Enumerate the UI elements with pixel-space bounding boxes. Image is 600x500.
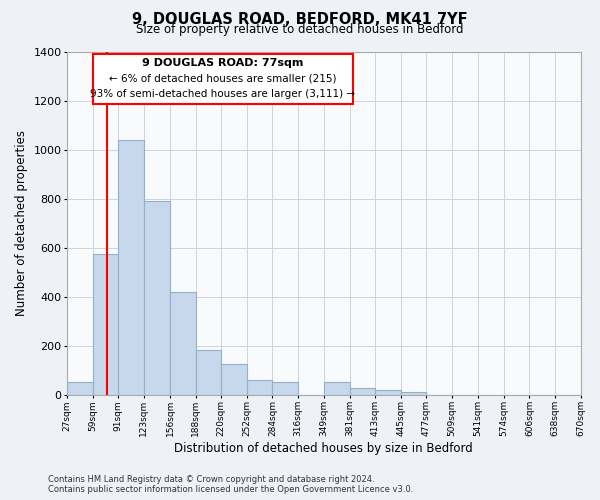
Bar: [144, 201, 170, 394]
Bar: [196, 350, 221, 395]
Bar: [350, 388, 376, 394]
Bar: [93, 254, 118, 394]
Text: ← 6% of detached houses are smaller (215): ← 6% of detached houses are smaller (215…: [109, 73, 337, 83]
Text: 9, DOUGLAS ROAD, BEDFORD, MK41 7YF: 9, DOUGLAS ROAD, BEDFORD, MK41 7YF: [132, 12, 468, 28]
Bar: [376, 390, 401, 394]
Text: 93% of semi-detached houses are larger (3,111) →: 93% of semi-detached houses are larger (…: [91, 89, 355, 99]
FancyBboxPatch shape: [93, 54, 353, 104]
Bar: [272, 382, 298, 394]
Bar: [221, 364, 247, 394]
X-axis label: Distribution of detached houses by size in Bedford: Distribution of detached houses by size …: [175, 442, 473, 455]
Text: Size of property relative to detached houses in Bedford: Size of property relative to detached ho…: [136, 22, 464, 36]
Text: Contains HM Land Registry data © Crown copyright and database right 2024.
Contai: Contains HM Land Registry data © Crown c…: [48, 474, 413, 494]
Bar: [170, 292, 196, 395]
Bar: [247, 380, 272, 394]
Bar: [401, 392, 427, 394]
Text: 9 DOUGLAS ROAD: 77sqm: 9 DOUGLAS ROAD: 77sqm: [142, 58, 304, 68]
Y-axis label: Number of detached properties: Number of detached properties: [15, 130, 28, 316]
Bar: [67, 382, 93, 394]
Bar: [324, 382, 350, 394]
Bar: [118, 140, 144, 394]
